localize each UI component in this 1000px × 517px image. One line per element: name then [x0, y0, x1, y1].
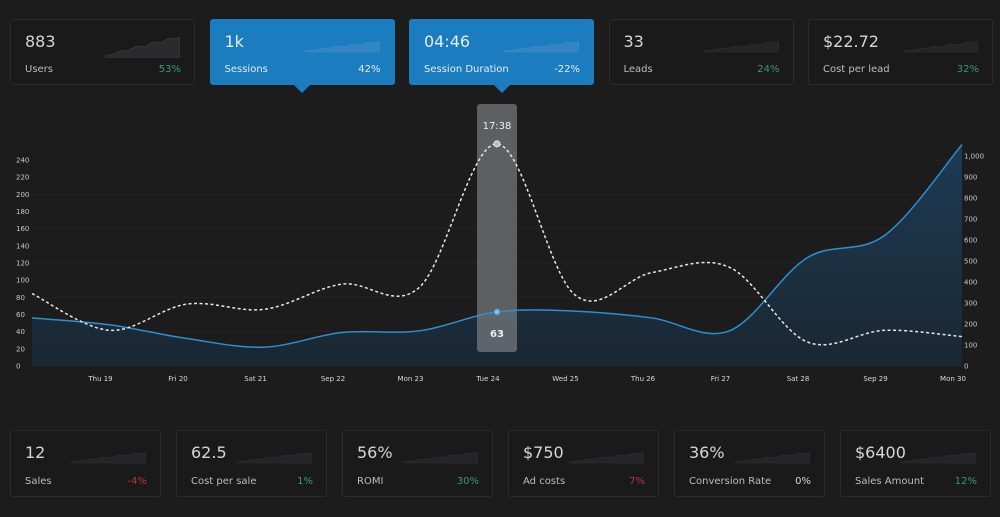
kpi-value: 883: [25, 32, 56, 51]
left-tick-label: 160: [16, 225, 29, 233]
kpi-change: 32%: [956, 64, 979, 75]
kpi-value: 36%: [689, 443, 725, 462]
x-tick-label: Fri 20: [168, 375, 187, 383]
kpi-label: ROMI: [357, 476, 384, 487]
kpi-card-session-duration[interactable]: 04:46 Session Duration -22%: [409, 19, 594, 93]
kpi-label: Cost per lead: [823, 64, 890, 75]
sparkline: [71, 452, 146, 464]
right-tick-label: 900: [964, 174, 977, 182]
sparkline: [569, 452, 644, 464]
kpi-label: Cost per sale: [191, 476, 257, 487]
right-tick-label: 800: [964, 195, 977, 203]
kpi-card-sessions[interactable]: 1k Sessions 42%: [209, 19, 395, 93]
left-tick-label: 40: [16, 328, 25, 336]
right-tick-label: 300: [964, 300, 977, 308]
kpi-label: Conversion Rate: [689, 476, 772, 487]
kpi-change: 53%: [158, 64, 181, 75]
kpi-change: 24%: [757, 64, 780, 75]
x-tick-label: Sat 28: [787, 375, 810, 383]
kpi-value: 12: [25, 443, 46, 462]
x-tick-label: Thu 19: [87, 375, 112, 383]
kpi-change: 42%: [358, 64, 381, 75]
kpi-value: $22.72: [823, 32, 879, 51]
kpi-card-leads[interactable]: 33 Leads 24%: [608, 19, 794, 85]
kpi-change: 12%: [954, 476, 977, 487]
left-tick-label: 180: [16, 208, 29, 216]
x-tick-label: Mon 30: [940, 375, 966, 383]
sparkline: [703, 41, 779, 53]
x-tick-label: Fri 27: [711, 375, 730, 383]
x-tick-label: Mon 23: [398, 375, 424, 383]
sparkline: [403, 452, 478, 464]
left-tick-label: 200: [16, 191, 29, 199]
left-tick-label: 0: [16, 363, 20, 371]
tooltip-sessions-label: 63: [490, 329, 504, 340]
left-tick-label: 220: [16, 174, 29, 182]
right-tick-label: 700: [964, 216, 977, 224]
kpi-label: Sales: [25, 476, 52, 487]
left-tick-label: 80: [16, 294, 25, 302]
kpi-change: 30%: [456, 476, 479, 487]
kpi-card-ad-costs[interactable]: $750 Ad costs 7%: [508, 430, 659, 497]
kpi-value: 1k: [224, 32, 244, 51]
kpi-card-cost-per-lead[interactable]: $22.72 Cost per lead 32%: [808, 19, 993, 85]
sparkline: [304, 41, 380, 53]
tooltip-bar: [477, 104, 517, 352]
kpi-card-conversion-rate[interactable]: 36% Conversion Rate 0%: [674, 430, 825, 497]
sparkline: [504, 41, 579, 53]
kpi-card-sales-amount[interactable]: $6400 Sales Amount 12%: [840, 430, 991, 497]
right-tick-label: 500: [964, 258, 977, 266]
kpi-label: Leads: [623, 64, 653, 75]
sparkline: [237, 452, 312, 464]
kpi-label: Sessions: [224, 64, 268, 75]
sparkline: [901, 452, 976, 464]
kpi-value: $750: [523, 443, 564, 462]
kpi-value: 33: [623, 32, 644, 51]
sparkline: [903, 41, 978, 53]
kpi-label: Sales Amount: [855, 476, 925, 487]
right-tick-label: 600: [964, 237, 977, 245]
left-tick-label: 140: [16, 242, 29, 250]
tooltip-duration-label: 17:38: [483, 121, 512, 132]
right-tick-label: 100: [964, 342, 977, 350]
kpi-label: Ad costs: [523, 476, 566, 487]
left-tick-label: 60: [16, 311, 25, 319]
right-tick-label: 0: [964, 363, 968, 371]
left-tick-label: 20: [16, 345, 25, 353]
right-tick-label: 200: [964, 321, 977, 329]
x-tick-label: Thu 26: [630, 375, 656, 383]
x-tick-label: Sat 21: [244, 375, 267, 383]
kpi-card-users[interactable]: 883 Users 53%: [10, 19, 195, 85]
kpi-change: 0%: [795, 476, 811, 487]
duration-line: [31, 143, 963, 346]
sparkline: [105, 36, 180, 58]
kpi-change: 7%: [629, 476, 645, 487]
kpi-value: $6400: [855, 443, 906, 462]
kpi-label: Session Duration: [424, 64, 509, 75]
kpi-change: -22%: [554, 64, 580, 75]
kpi-label: Users: [25, 64, 54, 75]
kpi-value: 62.5: [191, 443, 227, 462]
kpi-card-romi[interactable]: 56% ROMI 30%: [342, 430, 493, 497]
kpi-value: 56%: [357, 443, 393, 462]
kpi-change: 1%: [297, 476, 313, 487]
kpi-change: -4%: [127, 476, 147, 487]
x-tick-label: Sep 29: [863, 375, 887, 383]
left-tick-label: 100: [16, 277, 29, 285]
sessions-highlight-point: [493, 308, 501, 316]
x-tick-label: Tue 24: [475, 375, 500, 383]
left-tick-label: 120: [16, 260, 29, 268]
sparkline: [735, 452, 810, 464]
x-tick-label: Wed 25: [552, 375, 578, 383]
kpi-card-sales[interactable]: 12 Sales -4%: [10, 430, 161, 497]
left-tick-label: 240: [16, 157, 29, 165]
sessions-duration-chart: 0 20 40 60 80 100 120 140 160 180 200 220 240 0 100 200…: [16, 104, 984, 383]
kpi-value: 04:46: [424, 32, 471, 51]
right-tick-label: 400: [964, 279, 977, 287]
right-tick-label: 1,000: [964, 153, 984, 161]
kpi-card-cost-per-sale[interactable]: 62.5 Cost per sale 1%: [176, 430, 327, 497]
duration-highlight-point: [493, 140, 501, 148]
x-tick-label: Sep 22: [321, 375, 345, 383]
